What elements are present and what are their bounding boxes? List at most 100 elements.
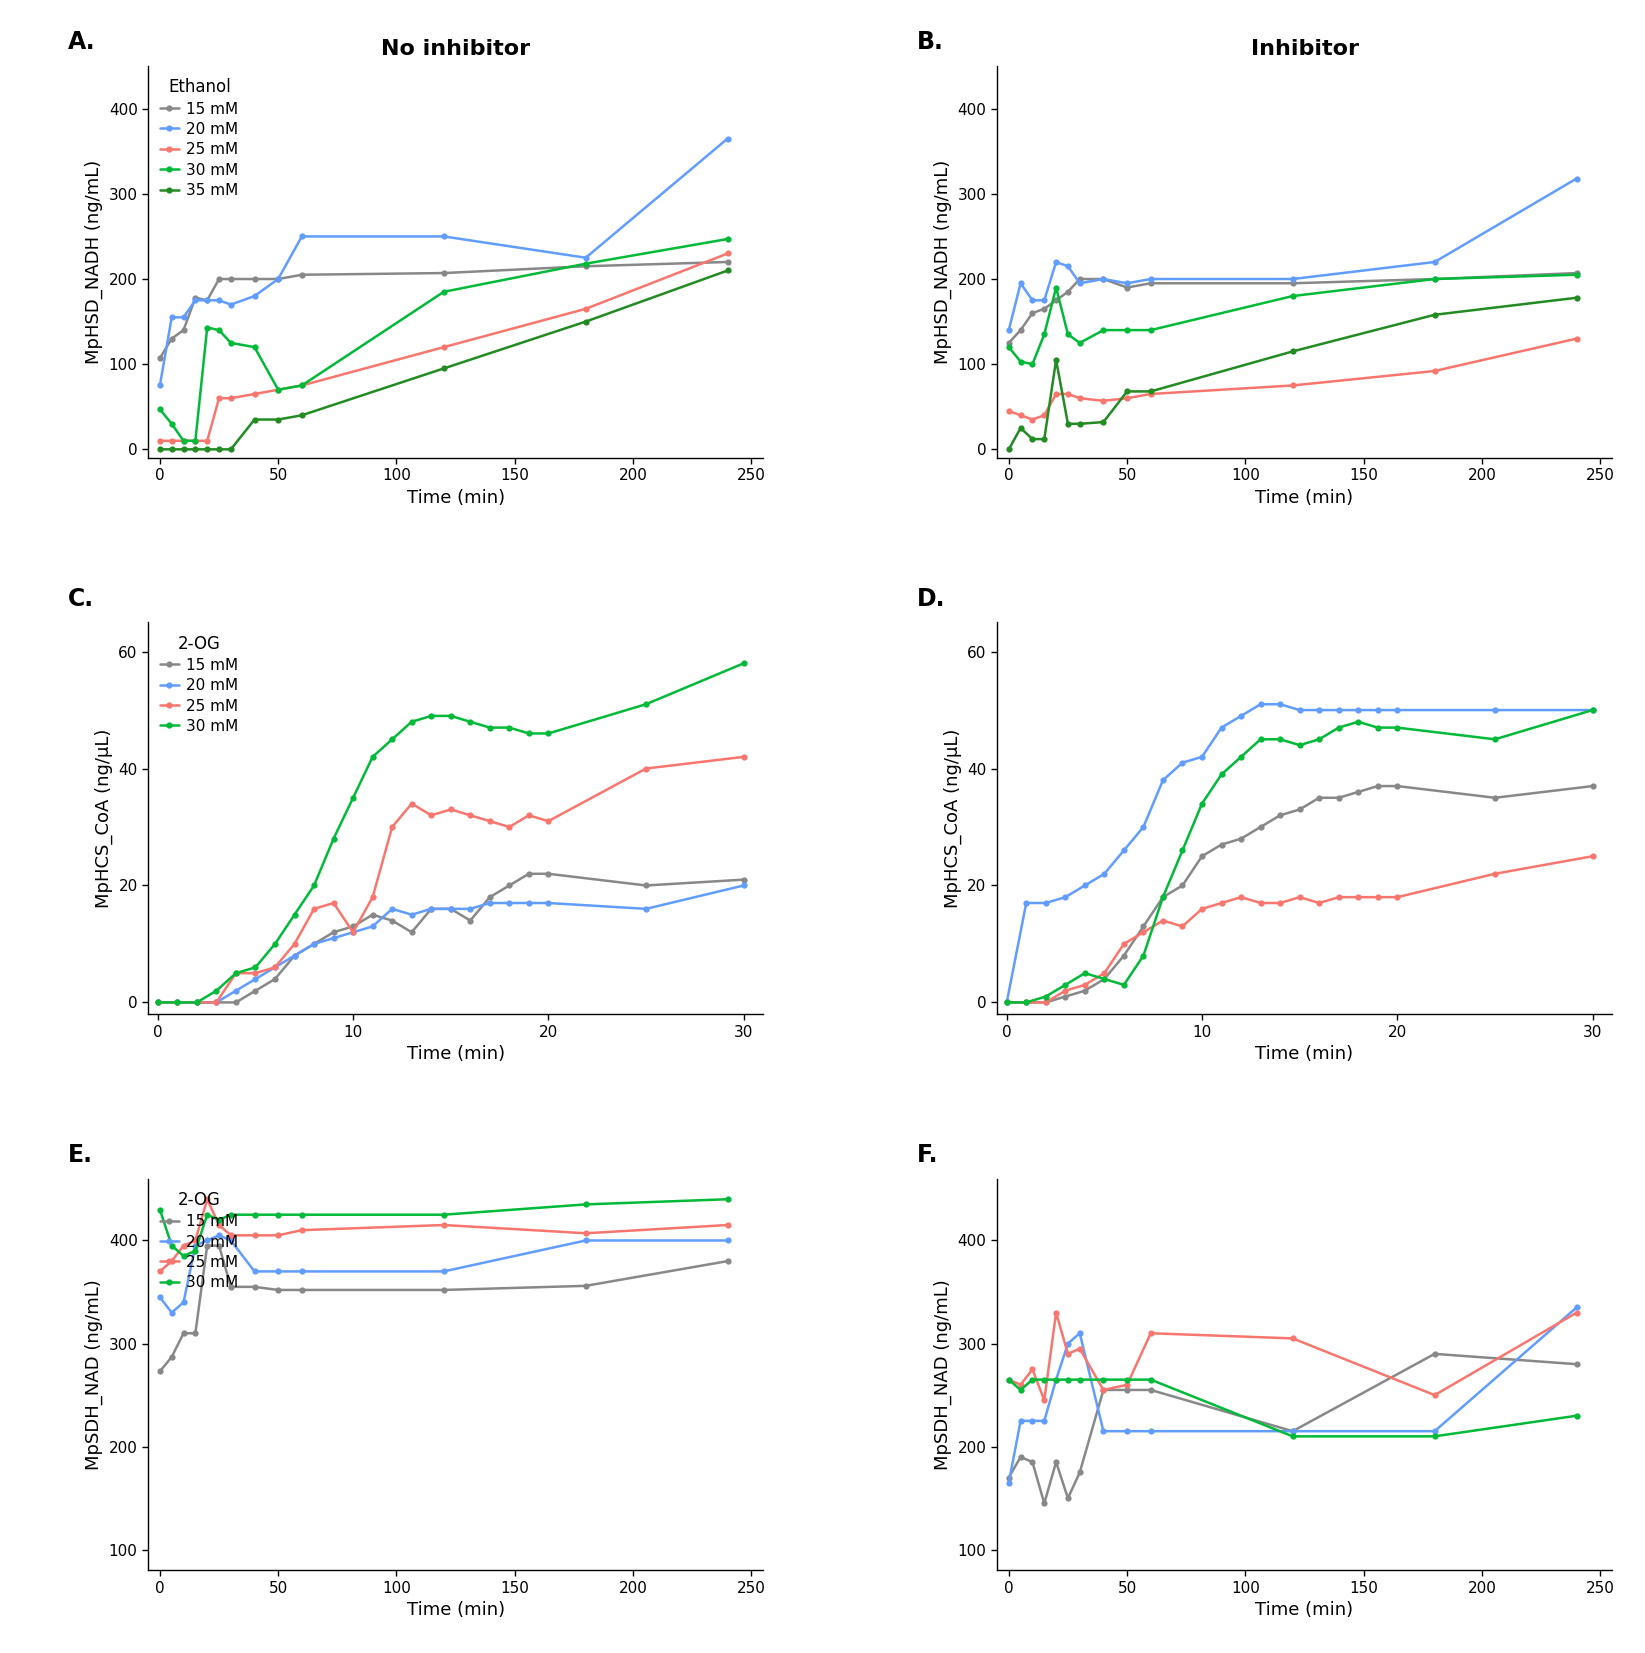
30 mM xyxy=(174,431,194,451)
20 mM xyxy=(500,893,520,912)
25 mM xyxy=(500,817,520,836)
35 mM xyxy=(1035,430,1054,450)
20 mM xyxy=(1582,701,1602,721)
15 mM xyxy=(1117,278,1137,298)
20 mM xyxy=(197,1230,217,1250)
35 mM xyxy=(220,440,240,460)
30 mM xyxy=(637,694,656,714)
25 mM xyxy=(245,1225,265,1245)
30 mM xyxy=(401,712,421,732)
20 mM xyxy=(538,893,558,912)
20 mM xyxy=(161,1303,181,1322)
Line: 30 mM: 30 mM xyxy=(156,1197,730,1260)
30 mM xyxy=(265,934,285,954)
25 mM xyxy=(1582,846,1602,866)
20 mM xyxy=(434,1261,454,1281)
15 mM xyxy=(1117,1380,1137,1400)
25 mM xyxy=(1114,934,1133,954)
20 mM xyxy=(1035,1412,1054,1431)
15 mM xyxy=(1283,273,1303,293)
30 mM xyxy=(209,1210,229,1230)
30 mM xyxy=(1566,1405,1586,1425)
15 mM xyxy=(717,251,737,271)
25 mM xyxy=(1230,888,1250,907)
20 mM xyxy=(1290,701,1309,721)
30 mM xyxy=(209,321,229,341)
20 mM xyxy=(245,1261,265,1281)
Line: 35 mM: 35 mM xyxy=(156,268,730,453)
35 mM xyxy=(161,440,181,460)
15 mM xyxy=(1153,888,1173,907)
15 mM xyxy=(209,1236,229,1256)
25 mM xyxy=(1074,975,1094,995)
30 mM xyxy=(291,1205,311,1225)
Line: 30 mM: 30 mM xyxy=(1005,1377,1579,1440)
25 mM xyxy=(637,759,656,779)
25 mM xyxy=(1309,893,1329,912)
15 mM xyxy=(1010,1446,1030,1466)
20 mM xyxy=(1058,256,1077,276)
25 mM xyxy=(717,243,737,263)
20 mM xyxy=(999,1473,1018,1493)
20 mM xyxy=(188,992,207,1012)
Line: 20 mM: 20 mM xyxy=(1005,175,1579,334)
30 mM xyxy=(1069,1370,1089,1390)
X-axis label: Time (min): Time (min) xyxy=(1255,489,1354,507)
30 mM xyxy=(734,653,753,673)
25 mM xyxy=(161,1251,181,1271)
15 mM xyxy=(285,946,304,965)
25 mM xyxy=(1153,911,1173,931)
15 mM xyxy=(324,922,344,942)
20 mM xyxy=(1309,701,1329,721)
25 mM xyxy=(285,934,304,954)
30 mM xyxy=(1069,332,1089,352)
30 mM xyxy=(1270,729,1290,749)
20 mM xyxy=(1349,701,1369,721)
35 mM xyxy=(291,405,311,425)
30 mM xyxy=(1046,278,1066,298)
15 mM xyxy=(421,899,441,919)
15 mM xyxy=(1036,992,1056,1012)
20 mM xyxy=(1369,701,1388,721)
Line: 25 mM: 25 mM xyxy=(156,250,730,445)
15 mM xyxy=(1142,1380,1161,1400)
30 mM xyxy=(268,1205,288,1225)
15 mM xyxy=(1035,299,1054,319)
25 mM xyxy=(1010,405,1030,425)
30 mM xyxy=(150,1200,169,1220)
15 mM xyxy=(1133,916,1153,936)
30 mM xyxy=(1425,1427,1444,1446)
25 mM xyxy=(174,431,194,451)
15 mM xyxy=(245,1278,265,1298)
20 mM xyxy=(285,946,304,965)
30 mM xyxy=(1283,1427,1303,1446)
Line: 25 mM: 25 mM xyxy=(1003,853,1596,1005)
25 mM xyxy=(382,817,401,836)
25 mM xyxy=(1046,383,1066,403)
30 mM xyxy=(1035,324,1054,344)
Y-axis label: MpHCS_CoA (ng/μL): MpHCS_CoA (ng/μL) xyxy=(94,729,114,907)
25 mM xyxy=(1566,1303,1586,1322)
20 mM xyxy=(1270,694,1290,714)
25 mM xyxy=(245,964,265,984)
20 mM xyxy=(174,307,194,327)
25 mM xyxy=(1566,329,1586,349)
20 mM xyxy=(268,269,288,289)
20 mM xyxy=(637,899,656,919)
15 mM xyxy=(168,992,188,1012)
30 mM xyxy=(304,876,324,896)
Legend: 15 mM, 20 mM, 25 mM, 30 mM, 35 mM: 15 mM, 20 mM, 25 mM, 30 mM, 35 mM xyxy=(156,74,243,203)
25 mM xyxy=(461,805,480,825)
30 mM xyxy=(999,337,1018,357)
30 mM xyxy=(220,332,240,352)
30 mM xyxy=(1153,888,1173,907)
Text: F.: F. xyxy=(916,1142,939,1167)
25 mM xyxy=(576,1223,595,1243)
30 mM xyxy=(186,431,206,451)
20 mM xyxy=(1058,1334,1077,1354)
30 mM xyxy=(1212,764,1232,784)
25 mM xyxy=(209,1215,229,1235)
35 mM xyxy=(245,410,265,430)
30 mM xyxy=(1094,969,1114,988)
20 mM xyxy=(1117,1422,1137,1441)
